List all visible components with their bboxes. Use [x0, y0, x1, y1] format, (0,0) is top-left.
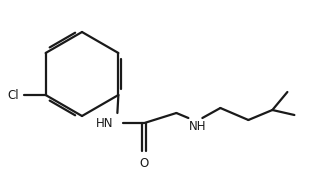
Text: NH: NH [189, 120, 207, 133]
Text: HN: HN [96, 117, 113, 129]
Text: Cl: Cl [7, 89, 19, 102]
Text: O: O [140, 157, 149, 170]
